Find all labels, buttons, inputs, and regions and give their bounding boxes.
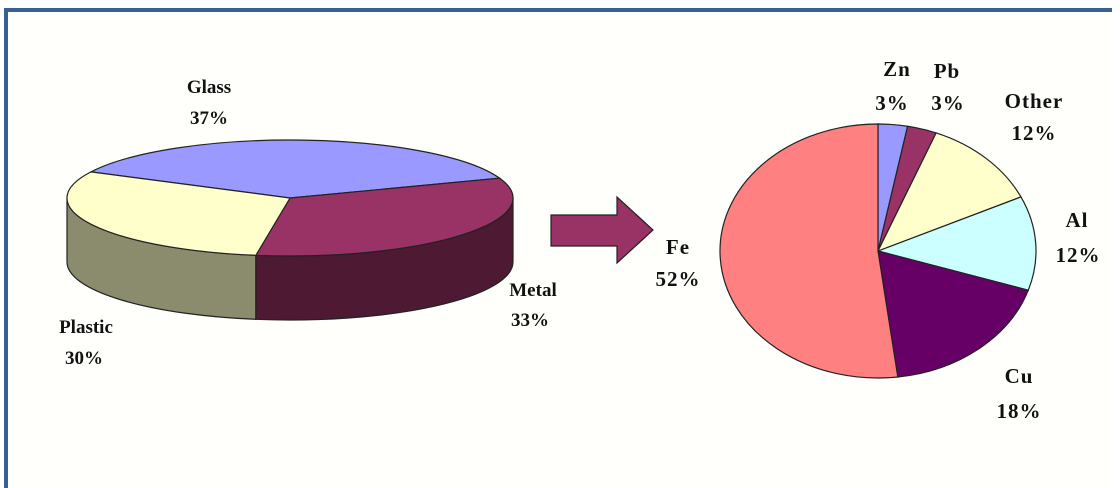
pie2d-slice-fe — [719, 123, 899, 379]
pie3d-label-metal-value: 33% — [511, 310, 549, 331]
pie2d-label-zn-name: Zn — [883, 57, 911, 81]
pie2d-label-zn-value: 3% — [875, 91, 909, 115]
pie3d-label-glass: Glass 37% — [187, 77, 231, 129]
pie2d-label-fe-name: Fe — [666, 235, 690, 259]
pie3d-label-metal-name: Metal — [509, 280, 556, 301]
pie2d-label-cu-name: Cu — [1005, 364, 1034, 388]
pie2d-label-cu-value: 18% — [997, 399, 1042, 423]
pie2d-slice-cu — [877, 250, 1030, 378]
pie3d-label-glass-name: Glass — [187, 77, 231, 98]
pie-2d-metal-breakdown — [719, 123, 1037, 379]
pie3d-label-metal: Metal 33% — [509, 280, 556, 331]
pie-3d-material-composition — [66, 139, 514, 321]
pie2d-label-other-value: 12% — [1012, 121, 1057, 145]
pie3d-slice-metal — [254, 177, 514, 257]
pie2d-label-other-name: Other — [1005, 89, 1064, 113]
pie2d-slice-other — [876, 132, 1022, 253]
pie2d-label-al-value: 12% — [1056, 243, 1101, 267]
pie3d-label-plastic-value: 30% — [65, 348, 103, 369]
pie3d-label-plastic: Plastic 30% — [59, 317, 113, 369]
pie2d-label-al-name: Al — [1066, 208, 1089, 232]
pie2d-label-pb-name: Pb — [934, 59, 961, 83]
pie3d-label-plastic-name: Plastic — [59, 317, 113, 338]
pie3d-slice-plastic — [66, 171, 291, 256]
pie3d-label-glass-value: 37% — [190, 108, 228, 129]
pie3d-slice-glass — [88, 139, 502, 199]
pie2d-slice-al — [876, 196, 1037, 291]
arrow-right-icon — [550, 195, 654, 265]
pie2d-label-pb-value: 3% — [931, 91, 965, 115]
pie2d-label-fe-value: 52% — [656, 267, 701, 291]
